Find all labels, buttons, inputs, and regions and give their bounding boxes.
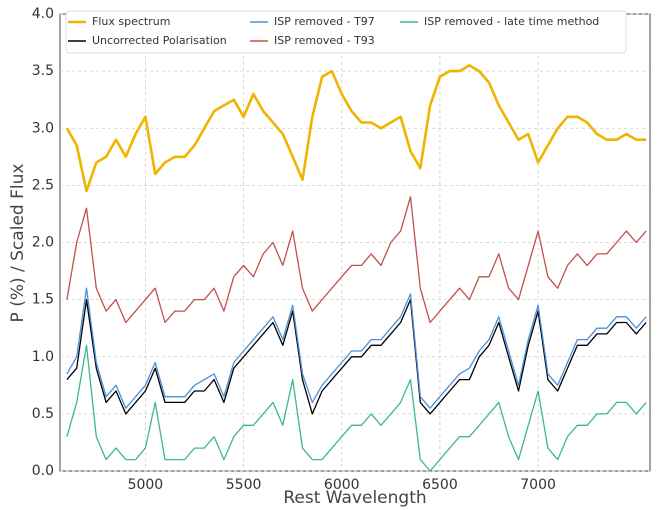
x-tick-label: 5500 [226, 477, 262, 493]
x-tick-label: 6500 [422, 477, 458, 493]
legend-label: Flux spectrum [92, 15, 170, 28]
y-tick-label: 1.0 [32, 349, 54, 365]
series-line [65, 64, 647, 193]
y-tick-label: 0.0 [32, 463, 54, 479]
legend-label: Uncorrected Polarisation [92, 34, 227, 47]
legend-label: ISP removed - T93 [274, 34, 375, 47]
series-line [66, 298, 647, 415]
y-axis-label: P (%) / Scaled Flux [8, 164, 28, 323]
y-tick-label: 2.5 [32, 177, 54, 193]
x-axis-label: Rest Wavelength [283, 488, 426, 508]
x-tick-label: 7000 [520, 477, 556, 493]
y-tick-label: 3.5 [32, 63, 54, 79]
y-tick-label: 3.0 [32, 120, 54, 136]
legend-label: ISP removed - T97 [274, 15, 375, 28]
legend-box [65, 10, 627, 54]
y-tick-label: 0.5 [32, 406, 54, 422]
legend-label: ISP removed - late time method [424, 15, 599, 28]
y-tick-label: 2.0 [32, 235, 54, 251]
series-line [66, 196, 647, 324]
y-tick-label: 1.5 [32, 292, 54, 308]
x-tick-label: 5000 [128, 477, 164, 493]
series-line [66, 287, 647, 409]
y-tick-label: 4.0 [32, 6, 54, 22]
x-tick-label: 6000 [324, 477, 360, 493]
series-line [66, 344, 647, 472]
